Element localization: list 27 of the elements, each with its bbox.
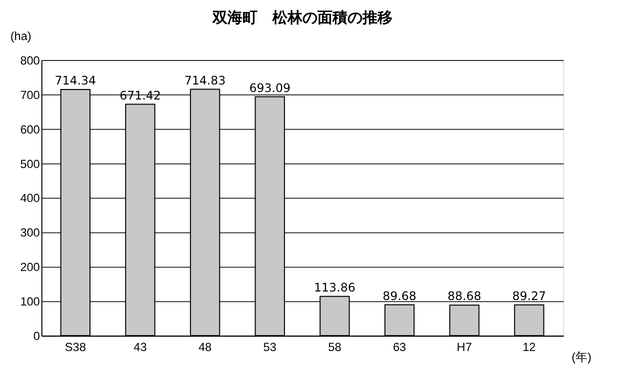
data-label: 88.68 xyxy=(447,289,482,304)
y-tick-label: 600 xyxy=(20,122,40,136)
x-tick-label: 58 xyxy=(328,340,342,354)
data-label: 714.34 xyxy=(54,74,96,88)
data-label: 714.83 xyxy=(184,73,226,88)
x-tick-label: 53 xyxy=(263,340,277,354)
data-label: 693.09 xyxy=(249,80,291,95)
y-tick-label: 200 xyxy=(20,260,40,274)
x-tick-label: 63 xyxy=(392,340,407,354)
x-axis-title: (年) xyxy=(572,350,592,364)
x-tick-label: 12 xyxy=(522,340,536,354)
x-tick-label: 48 xyxy=(198,340,212,354)
x-tick-label: S38 xyxy=(64,340,86,354)
y-tick-label: 700 xyxy=(20,88,40,102)
x-tick-label: H7 xyxy=(456,340,472,354)
x-tick-label: 43 xyxy=(134,340,148,354)
data-label: 113.86 xyxy=(314,280,356,294)
y-axis-title: (ha) xyxy=(10,28,32,43)
chart-title: 双海町 松林の面積の推移 xyxy=(211,10,392,27)
data-label: 89.68 xyxy=(382,288,416,303)
y-tick-label: 0 xyxy=(33,329,40,344)
y-tick-label: 100 xyxy=(20,294,40,309)
data-label: 89.27 xyxy=(512,288,546,303)
y-tick-label: 400 xyxy=(20,191,40,206)
y-tick-label: 800 xyxy=(20,53,40,68)
y-tick-label: 300 xyxy=(20,226,40,240)
y-tick-label: 500 xyxy=(20,156,40,171)
